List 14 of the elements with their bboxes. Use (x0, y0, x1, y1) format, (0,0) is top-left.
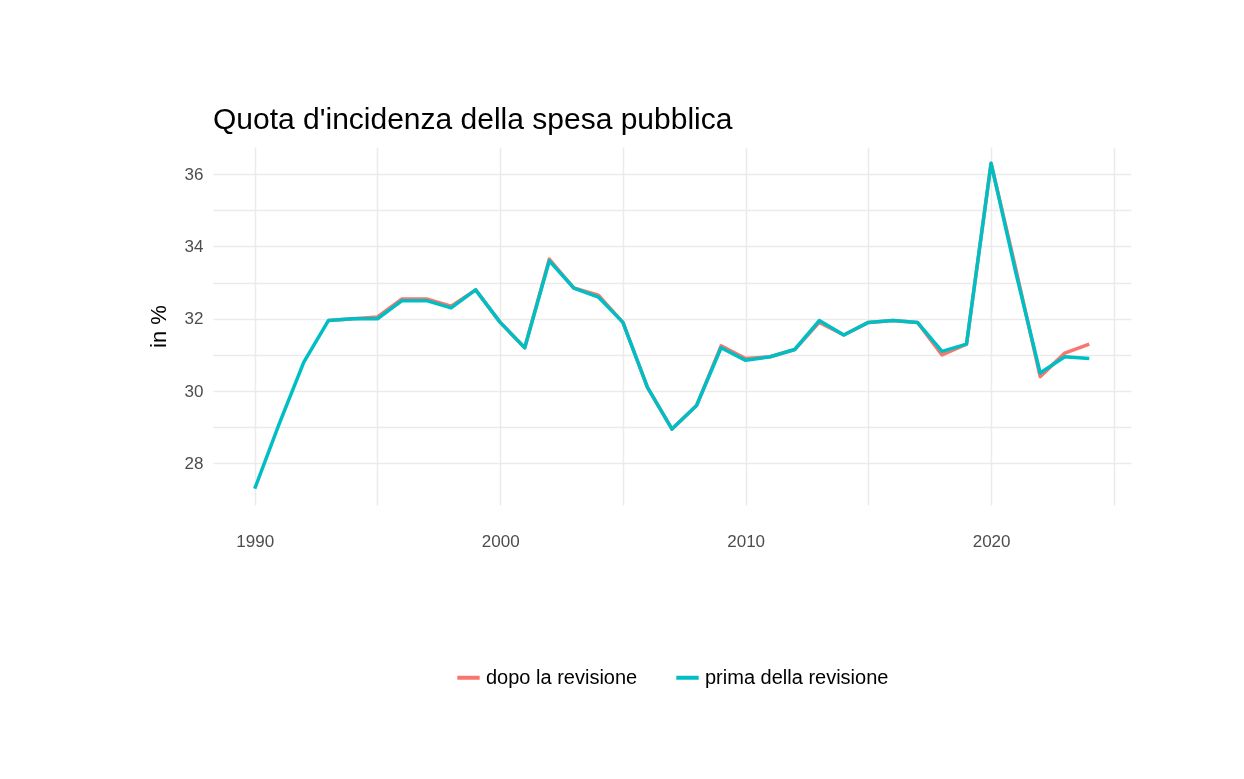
y-tick-label: 36 (184, 164, 204, 184)
chart-title: Quota d'incidenza della spesa pubblica (213, 102, 733, 135)
legend-label: prima della revisione (705, 665, 889, 688)
y-tick-label: 28 (184, 453, 204, 473)
line-series (252, 161, 1092, 491)
x-tick-label: 2020 (972, 531, 1011, 551)
y-tick-label: 30 (184, 381, 204, 401)
x-tick-label: 2010 (727, 531, 766, 551)
y-tick-label: 34 (184, 236, 204, 256)
y-axis-title: in % (145, 305, 171, 348)
legend-label: dopo la revisione (486, 665, 638, 688)
x-tick-label: 1990 (236, 531, 275, 551)
x-tick-label: 2000 (481, 531, 520, 551)
y-tick-label: 32 (184, 309, 204, 329)
